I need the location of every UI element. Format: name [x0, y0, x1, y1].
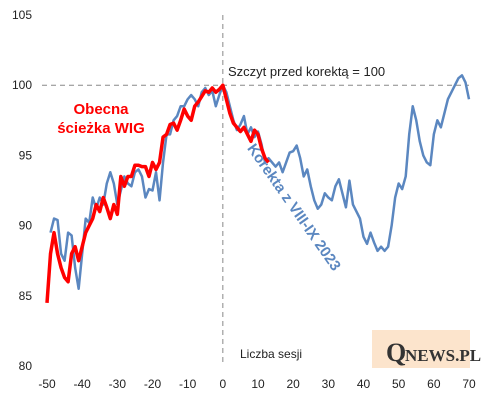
y-tick-label: 80	[19, 359, 33, 373]
y-tick-label: 90	[19, 219, 33, 233]
x-tick-label: -10	[179, 377, 197, 391]
x-axis-label: Liczba sesji	[240, 347, 302, 361]
y-tick-label: 85	[19, 289, 33, 303]
x-tick-label: 0	[219, 377, 226, 391]
logo-box	[372, 330, 470, 368]
y-tick-label: 105	[12, 8, 32, 22]
x-tick-label: -30	[109, 377, 127, 391]
y-tick-label: 95	[19, 148, 33, 162]
x-tick-label: 20	[286, 377, 300, 391]
x-tick-label: 30	[322, 377, 336, 391]
line	[45, 83, 270, 303]
annotation: Szczyt przed korektą = 100	[228, 64, 385, 79]
x-tick-label: -50	[38, 377, 56, 391]
series-label: Obecna ścieżka WIG	[57, 101, 145, 137]
x-tick-label: 50	[392, 377, 406, 391]
x-tick-label: 40	[357, 377, 371, 391]
logo-q: Q	[386, 338, 406, 367]
x-tick-label: -20	[144, 377, 162, 391]
series-label: Korekta z VIII-IX 2023	[243, 141, 343, 274]
x-tick-label: 70	[462, 377, 476, 391]
logo-text: NEWS.PL	[405, 346, 481, 365]
x-tick-label: 60	[427, 377, 441, 391]
x-tick-label: -40	[73, 377, 91, 391]
y-tick-label: 100	[12, 78, 32, 92]
x-tick-label: 10	[251, 377, 265, 391]
